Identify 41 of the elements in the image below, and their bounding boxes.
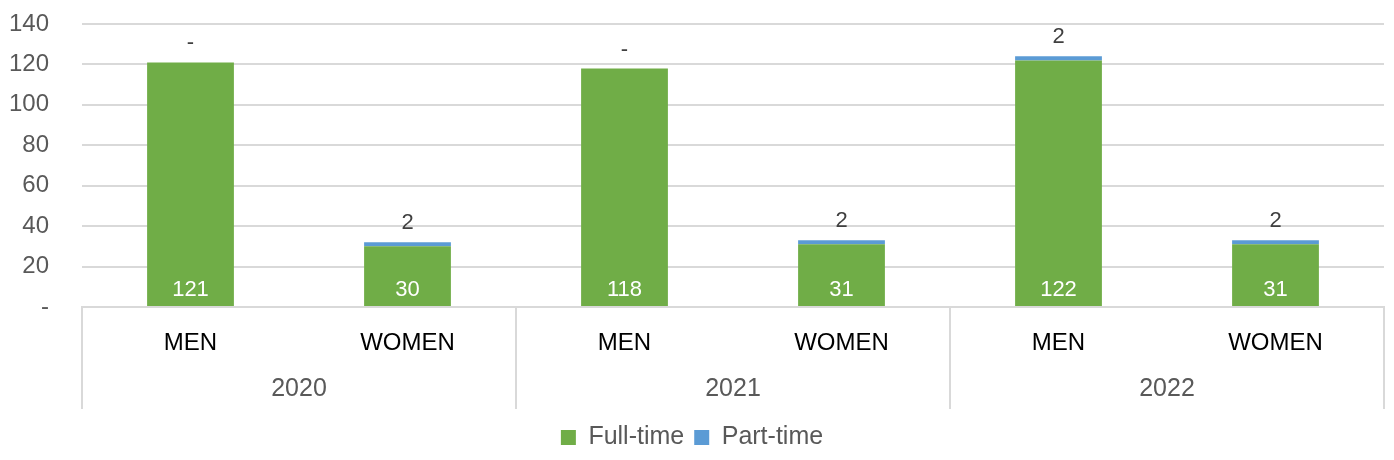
x-tick-label: MEN — [1031, 328, 1086, 356]
data-label: 31 — [1263, 276, 1288, 302]
x-tick-label: WOMEN — [794, 328, 889, 356]
bar — [798, 240, 885, 245]
data-label: 30 — [395, 276, 420, 302]
y-tick-label: - — [41, 291, 49, 319]
text: 2022 — [1139, 372, 1195, 401]
data-label: 2 — [401, 209, 414, 235]
bar — [798, 244, 885, 306]
x-tick-label: MEN — [163, 328, 218, 356]
y-tick-label: 100 — [8, 89, 49, 117]
y-tick-label: 120 — [8, 49, 49, 77]
data-label: 2 — [1052, 23, 1065, 49]
bar — [364, 246, 451, 306]
legend-label: Full-time — [588, 421, 685, 450]
data-label: - — [620, 35, 629, 61]
y-tick-label: 40 — [22, 210, 49, 238]
data-label: 31 — [829, 276, 854, 302]
x-tick-label: WOMEN — [1228, 328, 1323, 356]
y-tick-label: 140 — [8, 8, 49, 36]
x-tick-label: WOMEN — [360, 328, 455, 356]
bar — [1232, 244, 1319, 306]
data-label: - — [186, 29, 195, 55]
bar — [364, 242, 451, 247]
y-tick-label: 60 — [22, 170, 49, 198]
x-tick-label: MEN — [597, 328, 652, 356]
bar — [1232, 240, 1319, 245]
text: 2020 — [271, 372, 327, 401]
y-tick-label: 20 — [22, 251, 49, 279]
bar — [1015, 60, 1102, 306]
data-label: 2 — [835, 207, 848, 233]
bar — [147, 62, 234, 306]
data-label: 2 — [1269, 207, 1282, 233]
bar — [581, 68, 668, 306]
bar — [1015, 56, 1102, 61]
legend-label: Part-time — [721, 421, 824, 450]
y-tick-label: 80 — [22, 129, 49, 157]
text: 2021 — [705, 372, 761, 401]
data-label: 118 — [606, 276, 643, 302]
data-label: 121 — [172, 276, 209, 302]
data-label: 122 — [1040, 276, 1077, 302]
